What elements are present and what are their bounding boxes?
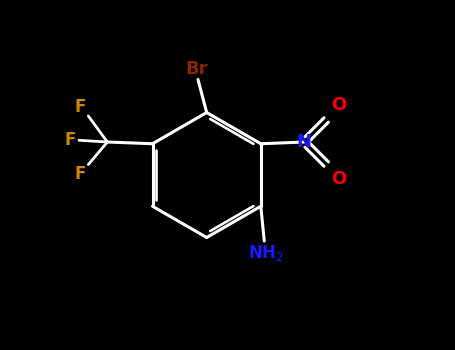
Text: N: N xyxy=(297,133,312,151)
Text: Br: Br xyxy=(185,60,207,78)
Text: F: F xyxy=(65,131,76,149)
Text: O: O xyxy=(331,170,346,188)
Text: F: F xyxy=(74,98,86,116)
Text: F: F xyxy=(74,164,86,183)
Text: O: O xyxy=(331,96,346,114)
Text: NH$_2$: NH$_2$ xyxy=(248,243,284,263)
